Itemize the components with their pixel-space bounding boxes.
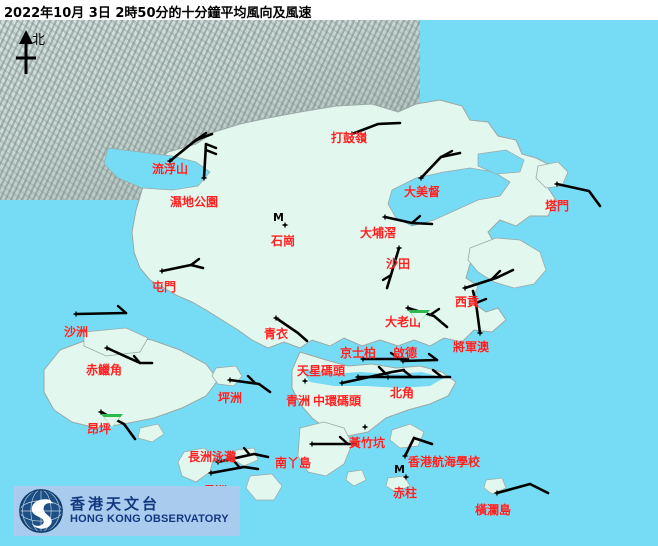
station-marker-icon[interactable] xyxy=(384,373,392,381)
station-marker-icon[interactable] xyxy=(401,452,409,460)
title-bar: 2022年10月 3日 2時50分的十分鐘平均風向及風速 xyxy=(0,0,658,21)
station-marker-icon[interactable] xyxy=(97,408,105,416)
station-marker-icon[interactable] xyxy=(272,314,280,322)
station-label: 西貢 xyxy=(455,295,480,309)
station-label: 沙田 xyxy=(386,257,411,271)
page-title: 2022年10月 3日 2時50分的十分鐘平均風向及風速 xyxy=(4,6,312,21)
station-label: 青衣 xyxy=(264,327,289,341)
station-manual-marker: M xyxy=(394,463,405,476)
logo-english-text: HONG KONG OBSERVATORY xyxy=(70,513,229,525)
north-arrow-label: 北 xyxy=(32,33,46,48)
station-label: 石崗 xyxy=(271,234,296,248)
station-label: 塔門 xyxy=(545,199,570,213)
station-marker-icon[interactable] xyxy=(103,344,111,352)
station-label: 沙洲 xyxy=(64,325,89,339)
station-manual-marker: M xyxy=(273,211,284,224)
station-marker-icon[interactable] xyxy=(404,304,412,312)
north-arrow-icon xyxy=(16,30,36,74)
hko-logo: 香港天文台 HONG KONG OBSERVATORY xyxy=(14,486,240,536)
station-label: 天星碼頭 xyxy=(297,364,346,378)
station-marker-icon[interactable] xyxy=(395,244,403,252)
station-marker-icon[interactable] xyxy=(417,174,425,182)
station-label: 赤鱲角 xyxy=(86,363,123,377)
station-label: 橫瀾島 xyxy=(475,503,512,517)
station-marker-icon[interactable] xyxy=(308,440,316,448)
station-triangle-icon xyxy=(101,414,123,427)
map-canvas: 北 流浮山 濕地公園 打鼓嶺 M 石崗 大美督 塔門 大埔滘 沙田 西貢 屯門 青衣 大老山 將軍澳 沙洲赤… xyxy=(0,20,658,546)
station-label: 北角 xyxy=(390,386,415,400)
station-label: 大美督 xyxy=(404,185,441,199)
station-marker-icon[interactable] xyxy=(461,284,469,292)
station-marker-icon[interactable] xyxy=(301,377,309,385)
station-marker-icon[interactable] xyxy=(493,489,501,497)
station-marker-icon[interactable] xyxy=(226,376,234,384)
station-label: 南丫島 xyxy=(275,456,312,470)
station-marker-icon[interactable] xyxy=(158,267,166,275)
station-label: 坪洲 xyxy=(218,391,243,405)
station-marker-icon[interactable] xyxy=(207,469,215,477)
station-marker-icon[interactable] xyxy=(72,310,80,318)
station-marker-icon[interactable] xyxy=(281,221,289,229)
station-label: 京士柏 xyxy=(340,346,377,360)
station-marker-icon[interactable] xyxy=(402,473,410,481)
hko-logo-icon xyxy=(19,489,63,533)
station-label: 屯門 xyxy=(152,280,177,294)
station-marker-icon[interactable] xyxy=(338,379,346,387)
station-label: 赤柱 xyxy=(393,486,418,500)
station-marker-icon[interactable] xyxy=(200,174,208,182)
coastline-shapes xyxy=(43,99,569,501)
station-marker-icon[interactable] xyxy=(348,130,356,138)
logo-chinese-text: 香港天文台 xyxy=(70,495,161,513)
station-label: 流浮山 xyxy=(152,162,189,176)
station-marker-icon[interactable] xyxy=(399,357,407,365)
station-marker-icon[interactable] xyxy=(476,329,484,337)
station-label: 青洲 xyxy=(286,394,311,408)
station-marker-icon[interactable] xyxy=(381,213,389,221)
station-label: 啟德 xyxy=(393,346,418,360)
station-label: 香港航海學校 xyxy=(408,455,481,469)
station-marker-icon[interactable] xyxy=(553,180,561,188)
station-marker-icon[interactable] xyxy=(166,157,174,165)
station-label: 將軍澳 xyxy=(453,340,490,354)
station-label: 長洲泳灘 xyxy=(188,450,237,464)
station-label: 黃竹坑 xyxy=(349,436,386,450)
station-label: 中環碼頭 xyxy=(313,394,362,408)
station-marker-icon[interactable] xyxy=(354,373,362,381)
station-label: 濕地公園 xyxy=(170,195,219,209)
station-label: 打鼓嶺 xyxy=(331,131,368,145)
station-marker-icon[interactable] xyxy=(361,423,369,431)
station-label: 大埔滘 xyxy=(360,226,397,240)
station-marker-icon[interactable] xyxy=(359,355,367,363)
station-triangle-icon xyxy=(408,310,430,323)
station-marker-icon[interactable] xyxy=(214,458,222,466)
north-arrow: 北 xyxy=(8,28,68,80)
